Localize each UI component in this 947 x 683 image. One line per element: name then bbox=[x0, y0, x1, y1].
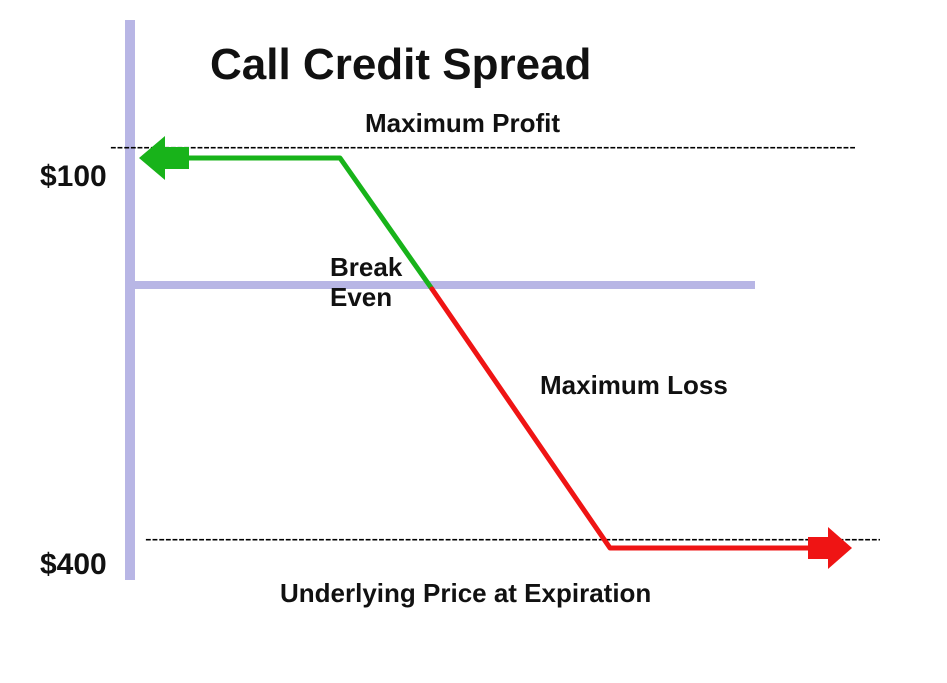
y-tick-bottom: $400 bbox=[40, 548, 107, 582]
x-axis-label: Underlying Price at Expiration bbox=[280, 578, 651, 609]
y-tick-top: $100 bbox=[40, 160, 107, 194]
right-arrow-icon bbox=[808, 527, 852, 569]
max-profit-label: Maximum Profit bbox=[365, 108, 560, 139]
loss-line bbox=[432, 289, 810, 548]
max-loss-label: Maximum Loss bbox=[540, 370, 728, 401]
chart-stage: ----------------------------------------… bbox=[0, 0, 947, 683]
break-even-label: Break Even bbox=[330, 252, 402, 312]
chart-title: Call Credit Spread bbox=[210, 40, 591, 90]
left-arrow-icon bbox=[139, 136, 189, 180]
